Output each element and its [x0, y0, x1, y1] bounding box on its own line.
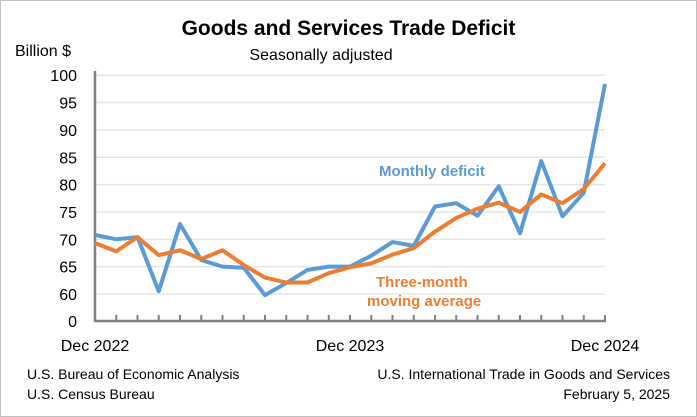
chart-title: Goods and Services Trade Deficit — [181, 17, 516, 40]
report-date: February 5, 2025 — [563, 386, 670, 402]
chart-subtitle: Seasonally adjusted — [249, 47, 393, 64]
avg-series-label-1: Three-month — [376, 274, 468, 291]
y-tick-label: 65 — [59, 260, 77, 277]
y-tick-label: 60 — [59, 287, 77, 304]
y-tick-label: 75 — [59, 205, 77, 222]
avg-series-label-2: moving average — [367, 293, 482, 310]
y-tick-label: 0 — [68, 314, 77, 331]
monthly-series-label: Monthly deficit — [379, 163, 485, 180]
monthly-deficit-line — [94, 83, 607, 298]
source-bea: U.S. Bureau of Economic Analysis — [27, 366, 240, 382]
source-census: U.S. Census Bureau — [27, 386, 155, 402]
moving-average-line — [94, 161, 607, 285]
y-tick-label: 85 — [59, 150, 77, 167]
x-tick-label: Dec 2023 — [316, 338, 385, 355]
report-name: U.S. International Trade in Goods and Se… — [377, 366, 670, 382]
y-tick-label: 100 — [50, 68, 77, 85]
y-tick-label: 70 — [59, 232, 77, 249]
y-tick-label: 90 — [59, 123, 77, 140]
y-tick-label: 80 — [59, 178, 77, 195]
x-tick-label: Dec 2024 — [571, 338, 640, 355]
x-tick-label: Dec 2022 — [61, 338, 130, 355]
y-tick-label: 95 — [59, 96, 77, 113]
y-axis-label: Billion $ — [15, 43, 72, 60]
